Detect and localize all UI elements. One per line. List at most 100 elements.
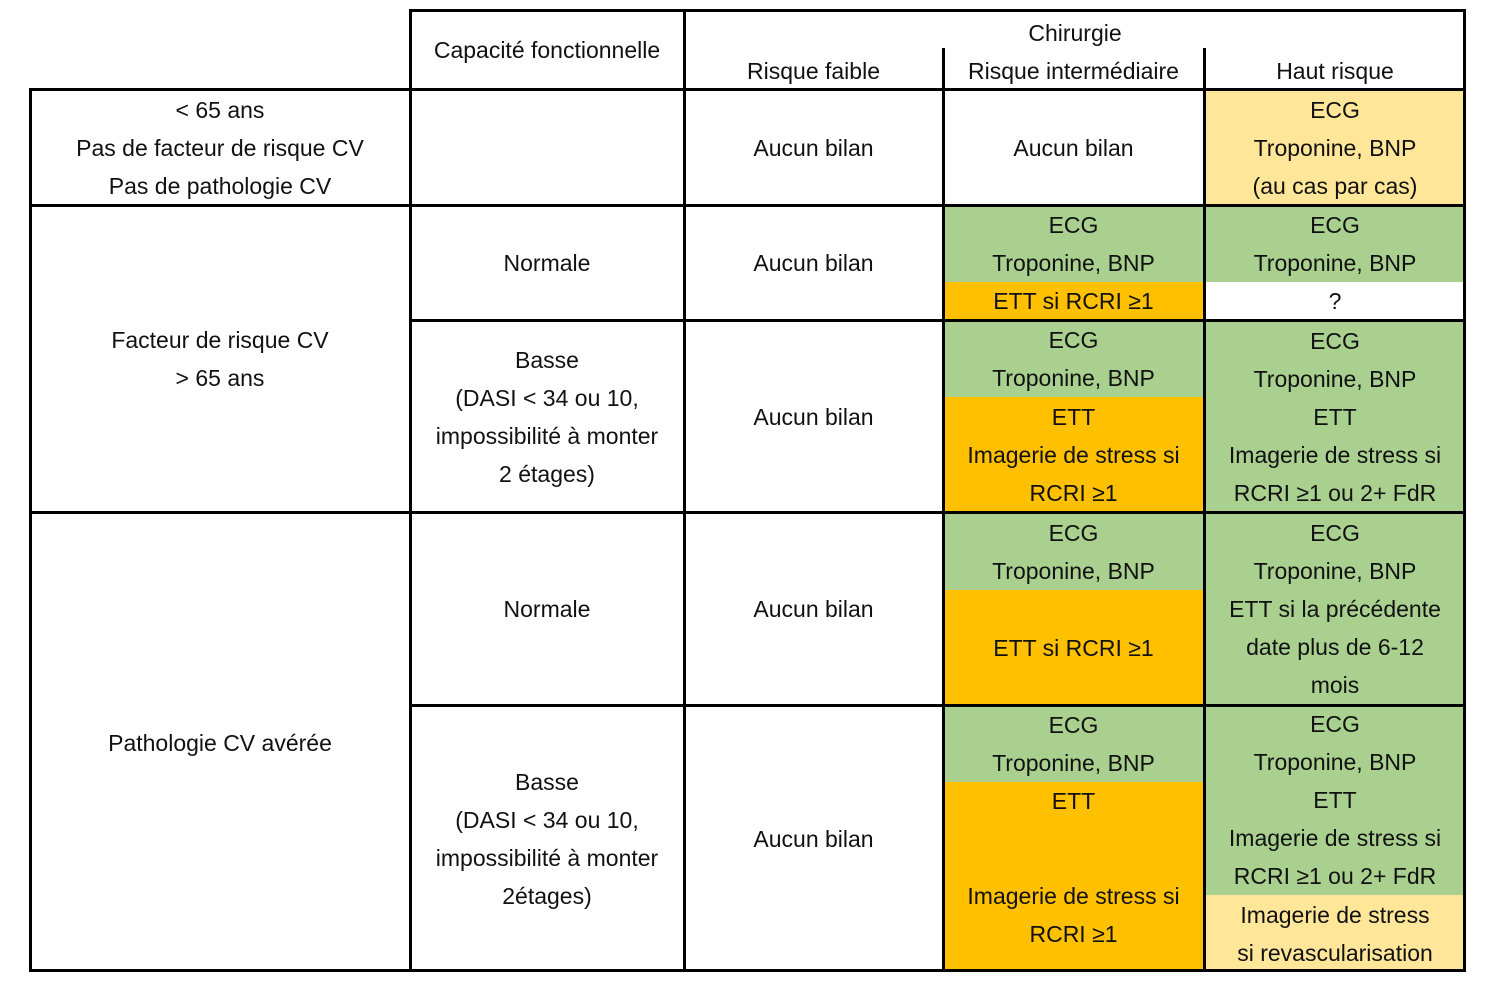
cell-line: si revascularisation [1237, 939, 1433, 966]
row1-low-risk: Aucun bilan [684, 90, 943, 205]
group3-basse-low-risk: Aucun bilan [684, 705, 943, 972]
group3-patient: Pathologie CV avérée [30, 513, 410, 972]
cell-line: ECG [1310, 520, 1360, 546]
row1-high-risk-line: ECG [1310, 96, 1360, 123]
cell-line: RCRI ≥1 ou 2+ FdR [1233, 479, 1437, 506]
cell-line: Troponine, BNP [992, 364, 1155, 391]
border-line [1203, 48, 1206, 972]
group2-normal-low-risk: Aucun bilan [684, 205, 943, 320]
row1-intermediate-risk: Aucun bilan [943, 90, 1204, 205]
cell-line: ECG [1310, 211, 1360, 238]
group3-normal-low-risk: Aucun bilan [684, 513, 943, 705]
group2-basse-intermediate-orange: ETT Imagerie de stress si RCRI ≥1 [943, 397, 1204, 513]
cell-line: Troponine, BNP [992, 749, 1155, 776]
header-high-risk: Haut risque [1204, 52, 1466, 90]
cell-line: RCRI ≥1 [1029, 921, 1118, 947]
group3-normal-capacity: Normale [410, 513, 684, 705]
row1-patient-line: Pas de pathologie CV [108, 172, 332, 199]
group2-normal-capacity: Normale [410, 205, 684, 320]
cell-line: Troponine, BNP [1253, 558, 1417, 584]
group3-normal-intermediate-green: ECG Troponine, BNP [943, 513, 1204, 590]
group3-basse-high-green: ECG Troponine, BNP ETT Imagerie de stres… [1204, 705, 1466, 895]
cell-line: ETT si la précédente [1229, 596, 1441, 622]
border-line [410, 9, 1466, 12]
header-low-risk: Risque faible [684, 52, 943, 90]
group3-normal-capacity-text: Normale [503, 596, 591, 622]
group2-patient: Facteur de risque CV > 65 ans [30, 205, 410, 513]
row1-high-risk-line: Troponine, BNP [1253, 134, 1417, 161]
cell-line: Imagerie de stress si [967, 442, 1180, 468]
preoperative-workup-table: Capacité fonctionnelle Chirurgie Risque … [29, 9, 1466, 972]
group2-normal-intermediate-green: ECG Troponine, BNP [943, 205, 1204, 282]
row1-high-risk: ECG Troponine, BNP (au cas par cas) [1204, 90, 1466, 205]
cell-line: (DASI < 34 ou 10, [455, 384, 639, 411]
cell-line: Imagerie de stress si [1228, 441, 1442, 468]
cell-line: ETT [1051, 404, 1096, 430]
cell-line: ETT si RCRI ≥1 [993, 634, 1154, 661]
cell-line: date plus de 6-12 [1246, 634, 1424, 660]
header-surgery-label: Chirurgie [1028, 20, 1122, 46]
cell-line: ETT [1313, 787, 1357, 813]
header-surgery: Chirurgie [684, 14, 1466, 52]
cell-line: ECG [1310, 711, 1360, 737]
cell-line: ECG [1048, 211, 1099, 238]
cell-line: ETT [1313, 403, 1357, 430]
cell-line: impossibilité à monter [435, 844, 659, 871]
group2-normal-capacity-text: Normale [503, 249, 591, 276]
group2-normal-intermediate-orange: ETT si RCRI ≥1 [943, 282, 1204, 320]
group2-basse-low-risk: Aucun bilan [684, 320, 943, 513]
cell-line: impossibilité à monter [435, 422, 659, 449]
row1-intermediate-risk-text: Aucun bilan [1013, 134, 1134, 161]
border-line [683, 9, 686, 972]
header-intermediate-risk-label: Risque intermédiaire [968, 58, 1179, 84]
border-line [30, 511, 1466, 514]
group2-normal-high-green: ECG Troponine, BNP [1204, 205, 1466, 282]
cell-line: Troponine, BNP [1253, 365, 1417, 392]
cell-line: 2étages) [502, 882, 592, 909]
cell-line: ETT si RCRI ≥1 [993, 288, 1154, 314]
cell-line: ECG [1048, 519, 1099, 546]
group3-basse-high-yellow: Imagerie de stress si revascularisation [1204, 895, 1466, 972]
cell-line: ECG [1310, 327, 1360, 354]
cell-line-group: Imagerie de stress si RCRI ≥1 [967, 877, 1179, 953]
cell-line: mois [1310, 672, 1360, 698]
group2-patient-line: Facteur de risque CV [111, 327, 329, 353]
border-line [1463, 9, 1466, 972]
group3-basse-intermediate-orange: ETT Imagerie de stress si RCRI ≥1 [943, 782, 1204, 972]
row1-patient-line: < 65 ans [175, 96, 265, 123]
border-line [30, 88, 1466, 91]
cell-line: ECG [1048, 711, 1099, 738]
group3-basse-capacity: Basse (DASI < 34 ou 10, impossibilité à … [410, 705, 684, 972]
group2-basse-intermediate-green: ECG Troponine, BNP [943, 320, 1204, 397]
row1-low-risk-text: Aucun bilan [753, 134, 874, 161]
group3-normal-high-green: ECG Troponine, BNP ETT si la précédente … [1204, 513, 1466, 705]
cell-line: ECG [1048, 326, 1099, 353]
border-line [29, 88, 32, 972]
cell-line: Troponine, BNP [1253, 249, 1417, 276]
header-low-risk-label: Risque faible [747, 58, 880, 84]
border-line [410, 704, 1466, 707]
cell-line: Troponine, BNP [1253, 749, 1417, 775]
border-line [942, 48, 945, 972]
cell-line: ETT [1051, 788, 1096, 814]
group3-normal-intermediate-orange: ETT si RCRI ≥1 [943, 590, 1204, 705]
row1-high-risk-line: (au cas par cas) [1252, 172, 1418, 199]
cell-line: Imagerie de stress si [1228, 825, 1442, 851]
header-intermediate-risk: Risque intermédiaire [943, 52, 1204, 90]
header-capacity-label: Capacité fonctionnelle [433, 37, 661, 63]
cell-line: Basse [515, 346, 579, 373]
group2-basse-capacity: Basse (DASI < 34 ou 10, impossibilité à … [410, 320, 684, 513]
row1-patient-line: Pas de facteur de risque CV [76, 134, 364, 161]
cell-line: ? [1328, 288, 1342, 314]
border-line [30, 969, 1466, 972]
group2-basse-high-green: ECG Troponine, BNP ETT Imagerie de stres… [1204, 320, 1466, 513]
cell-line: Imagerie de stress [1240, 901, 1430, 928]
row1-patient: < 65 ans Pas de facteur de risque CV Pas… [30, 90, 410, 205]
header-capacity: Capacité fonctionnelle [410, 10, 684, 90]
cell-line: RCRI ≥1 ou 2+ FdR [1233, 863, 1437, 889]
border-line [410, 319, 1466, 322]
cell-line: 2 étages) [499, 460, 595, 487]
group3-basse-intermediate-green: ECG Troponine, BNP [943, 705, 1204, 782]
group2-patient-line: > 65 ans [175, 365, 265, 391]
group3-basse-low-risk-text: Aucun bilan [753, 825, 874, 852]
